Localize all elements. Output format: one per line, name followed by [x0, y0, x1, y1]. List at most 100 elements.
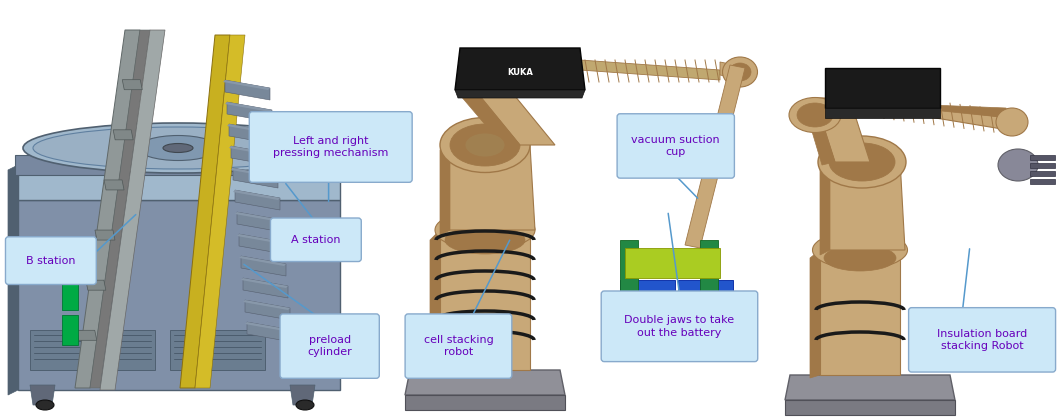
FancyBboxPatch shape — [908, 308, 1056, 372]
Bar — [620, 240, 638, 320]
Polygon shape — [460, 90, 520, 148]
Polygon shape — [245, 300, 290, 320]
Ellipse shape — [789, 98, 841, 133]
Polygon shape — [61, 280, 78, 310]
Ellipse shape — [36, 400, 54, 410]
Polygon shape — [455, 90, 585, 98]
Polygon shape — [180, 35, 230, 388]
Polygon shape — [820, 115, 870, 162]
Polygon shape — [290, 385, 315, 405]
Polygon shape — [820, 160, 830, 255]
Polygon shape — [229, 146, 276, 156]
Polygon shape — [237, 212, 282, 232]
Ellipse shape — [163, 143, 193, 153]
Polygon shape — [825, 108, 940, 118]
Text: Double jaws to take
out the battery: Double jaws to take out the battery — [624, 315, 735, 337]
Polygon shape — [100, 30, 165, 390]
FancyBboxPatch shape — [5, 237, 96, 284]
Ellipse shape — [296, 400, 314, 410]
Polygon shape — [241, 278, 288, 288]
Bar — [280, 330, 325, 370]
Text: Left and right
pressing mechanism: Left and right pressing mechanism — [273, 136, 388, 158]
FancyBboxPatch shape — [617, 114, 735, 178]
Polygon shape — [195, 35, 245, 388]
Polygon shape — [235, 190, 280, 210]
Polygon shape — [815, 98, 1010, 130]
Ellipse shape — [435, 210, 535, 250]
Polygon shape — [122, 80, 142, 90]
Polygon shape — [405, 370, 565, 395]
Polygon shape — [95, 230, 114, 240]
Ellipse shape — [824, 245, 896, 271]
Ellipse shape — [818, 136, 906, 188]
Polygon shape — [223, 80, 270, 90]
FancyBboxPatch shape — [601, 291, 758, 362]
Polygon shape — [245, 322, 292, 332]
Bar — [1030, 171, 1055, 176]
Polygon shape — [90, 30, 151, 388]
Polygon shape — [430, 230, 440, 375]
Polygon shape — [785, 375, 955, 400]
Polygon shape — [820, 250, 900, 375]
Text: KUKA: KUKA — [507, 68, 533, 76]
Polygon shape — [104, 180, 124, 190]
Polygon shape — [810, 250, 820, 378]
Ellipse shape — [996, 108, 1028, 136]
Bar — [625, 248, 720, 278]
Polygon shape — [243, 278, 288, 298]
Polygon shape — [227, 124, 273, 134]
Ellipse shape — [23, 123, 333, 173]
Polygon shape — [235, 212, 282, 222]
Polygon shape — [61, 315, 78, 345]
Polygon shape — [86, 280, 106, 290]
Polygon shape — [233, 190, 280, 200]
Polygon shape — [231, 146, 276, 166]
Polygon shape — [405, 395, 565, 410]
Polygon shape — [243, 300, 290, 310]
Ellipse shape — [999, 149, 1038, 181]
FancyBboxPatch shape — [249, 112, 412, 182]
Text: Insulation board
stacking Robot: Insulation board stacking Robot — [937, 329, 1027, 351]
Ellipse shape — [465, 133, 505, 157]
Polygon shape — [825, 68, 940, 108]
Bar — [620, 280, 675, 318]
Polygon shape — [238, 234, 284, 254]
Polygon shape — [237, 234, 284, 244]
Polygon shape — [18, 200, 340, 390]
Polygon shape — [233, 168, 278, 188]
Polygon shape — [15, 155, 344, 175]
Polygon shape — [455, 48, 585, 90]
Polygon shape — [225, 80, 270, 100]
Ellipse shape — [829, 143, 895, 181]
Bar — [1030, 163, 1055, 168]
Bar — [1030, 179, 1055, 184]
Bar — [1030, 155, 1055, 160]
Polygon shape — [580, 60, 720, 80]
Bar — [678, 280, 734, 318]
Polygon shape — [806, 98, 1010, 118]
Polygon shape — [227, 102, 272, 122]
Polygon shape — [18, 165, 340, 200]
Ellipse shape — [813, 231, 907, 269]
Polygon shape — [785, 400, 955, 415]
Ellipse shape — [797, 103, 833, 127]
Ellipse shape — [723, 57, 758, 87]
Bar — [30, 330, 90, 370]
Ellipse shape — [445, 226, 525, 254]
Ellipse shape — [440, 118, 530, 173]
Text: A station: A station — [292, 235, 340, 245]
Polygon shape — [445, 145, 535, 230]
Text: cell stacking
robot: cell stacking robot — [424, 335, 493, 357]
Bar — [700, 240, 718, 320]
Polygon shape — [30, 385, 55, 405]
Polygon shape — [247, 322, 292, 342]
Text: vacuum suction
cup: vacuum suction cup — [632, 135, 720, 157]
Polygon shape — [76, 330, 96, 340]
Polygon shape — [113, 130, 134, 140]
FancyBboxPatch shape — [280, 314, 379, 378]
Ellipse shape — [138, 136, 218, 161]
Polygon shape — [225, 102, 272, 112]
Polygon shape — [475, 90, 555, 145]
Polygon shape — [75, 30, 140, 388]
Polygon shape — [8, 165, 18, 395]
